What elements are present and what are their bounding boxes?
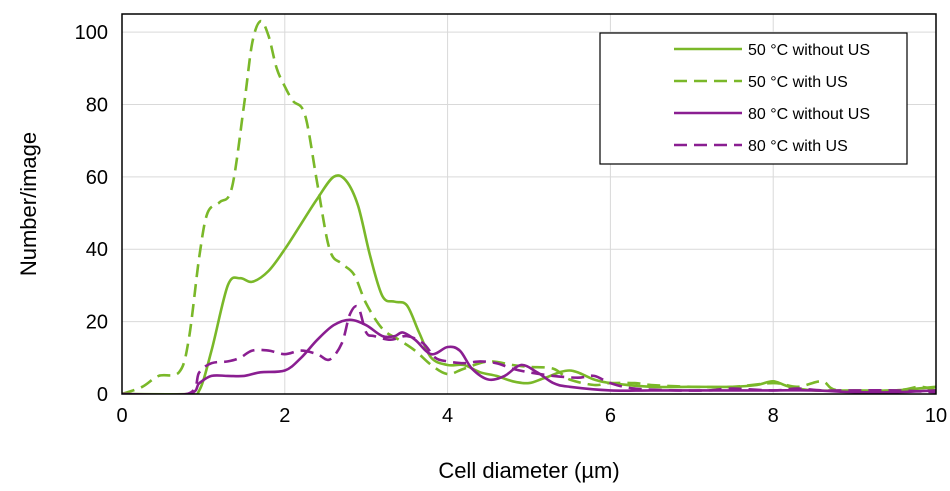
plot-area-frame [121,13,937,395]
y-axis-ticks: 0 20 40 60 80 100 [75,22,108,406]
series-line-50-c-with-us [122,19,936,394]
x-tick-label: 6 [605,405,616,427]
y-tick-label: 20 [86,312,108,334]
x-tick-label: 2 [279,405,290,427]
legend-label-80-c-without-us: 80 °C without US [748,106,870,123]
y-tick-label: 100 [75,22,108,44]
y-axis-title: Number/image [16,132,41,276]
x-tick-label: 10 [925,405,947,427]
legend-label-80-c-with-us: 80 °C with US [748,138,848,155]
y-tick-label: 0 [97,384,108,406]
legend: 50 °C without US 50 °C with US 80 °C witho… [599,32,908,165]
y-tick-label: 80 [86,94,108,116]
legend-label-50-c-without-us: 50 °C without US [748,42,870,59]
series-line-50-c-without-us [122,174,936,394]
x-axis-title: Cell diameter (µm) [438,458,619,483]
legend-label-50-c-with-us: 50 °C with US [748,74,848,91]
x-tick-label: 0 [116,405,127,427]
x-axis-ticks: 0 2 4 6 8 10 [116,405,947,427]
y-tick-label: 40 [86,239,108,261]
y-tick-label: 60 [86,167,108,189]
x-tick-label: 8 [768,405,779,427]
series-layer [122,19,936,394]
series-line-80-c-with-us [122,304,936,394]
x-tick-label: 4 [442,405,453,427]
legend-box [599,32,908,165]
